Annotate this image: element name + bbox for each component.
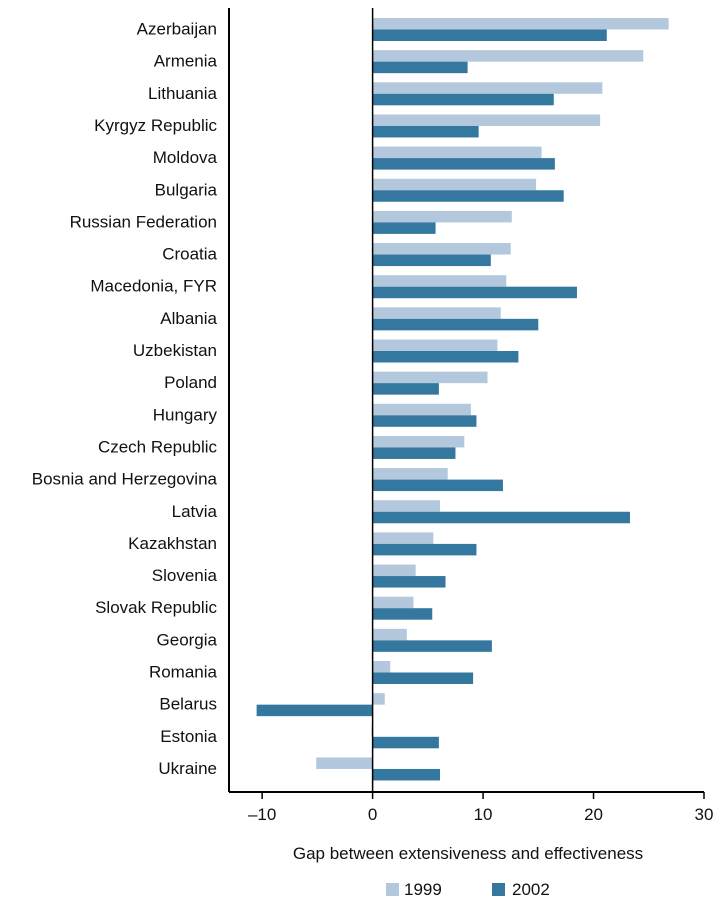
- bar-1999: [372, 114, 601, 126]
- legend-swatch-2002: [492, 883, 505, 896]
- bar-2002: [372, 736, 439, 749]
- category-label: Armenia: [154, 52, 218, 71]
- category-label: Slovak Republic: [95, 598, 217, 617]
- bar-1999: [372, 243, 511, 255]
- bar-1999: [372, 628, 407, 641]
- bar-1999: [316, 757, 373, 769]
- bar-1999: [372, 693, 385, 705]
- bar-1999: [372, 564, 416, 577]
- x-axis-ticks: –10 0 10 20 30: [248, 792, 714, 824]
- bar-2002: [372, 61, 468, 74]
- bar-1999: [372, 468, 448, 480]
- category-label: Hungary: [153, 405, 218, 424]
- bar-2002: [372, 576, 446, 588]
- bar-2002: [372, 768, 440, 781]
- category-label: Estonia: [160, 727, 217, 746]
- x-tick-label: 0: [368, 805, 377, 824]
- category-label: Romania: [149, 663, 218, 682]
- category-label: Lithuania: [148, 84, 218, 103]
- category-label: Slovenia: [152, 566, 218, 585]
- x-tick-label: 10: [474, 805, 493, 824]
- category-label: Albania: [160, 309, 217, 328]
- bar-2002: [372, 190, 564, 202]
- category-label: Uzbekistan: [133, 341, 217, 360]
- bar-2002: [372, 158, 555, 170]
- bar-2002: [372, 608, 433, 620]
- x-tick-label: 30: [695, 805, 714, 824]
- category-label: Belarus: [159, 695, 217, 714]
- bar-1999: [372, 146, 542, 159]
- bar-1999: [372, 275, 507, 287]
- bar-1999: [372, 596, 414, 609]
- bar-2002: [372, 286, 577, 299]
- category-labels: Azerbaijan Armenia Lithuania Kyrgyz Republi…: [32, 20, 218, 778]
- bar-2002: [372, 93, 554, 106]
- bar-2002: [372, 318, 539, 331]
- bar-1999: [372, 339, 498, 351]
- bar-2002: [372, 125, 479, 138]
- legend-label: 2002: [512, 880, 550, 899]
- axes: [228, 8, 704, 793]
- bar-1999: [372, 178, 537, 191]
- bar-2002: [372, 351, 519, 363]
- bars: [256, 18, 669, 781]
- x-tick-label: –10: [248, 805, 276, 824]
- legend-swatch-1999: [386, 883, 399, 896]
- bar-2002: [256, 704, 373, 717]
- category-label: Kyrgyz Republic: [94, 116, 217, 135]
- x-axis-title: Gap between extensiveness and effectiven…: [293, 844, 643, 863]
- bar-2002: [372, 511, 630, 524]
- bar-2002: [372, 254, 491, 267]
- bar-2002: [372, 447, 456, 459]
- bar-2002: [372, 672, 474, 684]
- bar-1999: [372, 50, 644, 62]
- bar-1999: [372, 82, 603, 94]
- legend-label: 1999: [404, 880, 442, 899]
- bar-1999: [372, 661, 391, 673]
- bar-2002: [372, 222, 436, 234]
- bar-2002: [372, 543, 477, 556]
- bar-2002: [372, 640, 492, 652]
- bar-1999: [372, 435, 465, 448]
- bar-2002: [372, 29, 607, 41]
- category-label: Azerbaijan: [137, 20, 217, 39]
- category-label: Latvia: [172, 502, 218, 521]
- legend: 1999 2002: [386, 880, 550, 899]
- bar-1999: [372, 500, 440, 512]
- category-label: Croatia: [162, 245, 217, 264]
- category-label: Moldova: [153, 148, 218, 167]
- bar-2002: [372, 479, 503, 492]
- category-label: Georgia: [157, 630, 218, 649]
- category-label: Kazakhstan: [128, 534, 217, 553]
- bar-1999: [372, 210, 512, 223]
- category-label: Poland: [164, 373, 217, 392]
- category-label: Czech Republic: [98, 437, 218, 456]
- bar-2002: [372, 383, 439, 395]
- category-label: Russian Federation: [70, 212, 217, 231]
- bar-1999: [372, 307, 501, 319]
- bar-1999: [372, 18, 669, 30]
- bar-1999: [372, 371, 488, 384]
- bar-1999: [372, 532, 434, 544]
- bar-1999: [372, 403, 471, 416]
- x-tick-label: 20: [584, 805, 603, 824]
- category-label: Ukraine: [158, 759, 217, 778]
- category-label: Bulgaria: [155, 180, 218, 199]
- category-label: Bosnia and Herzegovina: [32, 470, 218, 489]
- bar-2002: [372, 415, 477, 427]
- category-label: Macedonia, FYR: [90, 277, 217, 296]
